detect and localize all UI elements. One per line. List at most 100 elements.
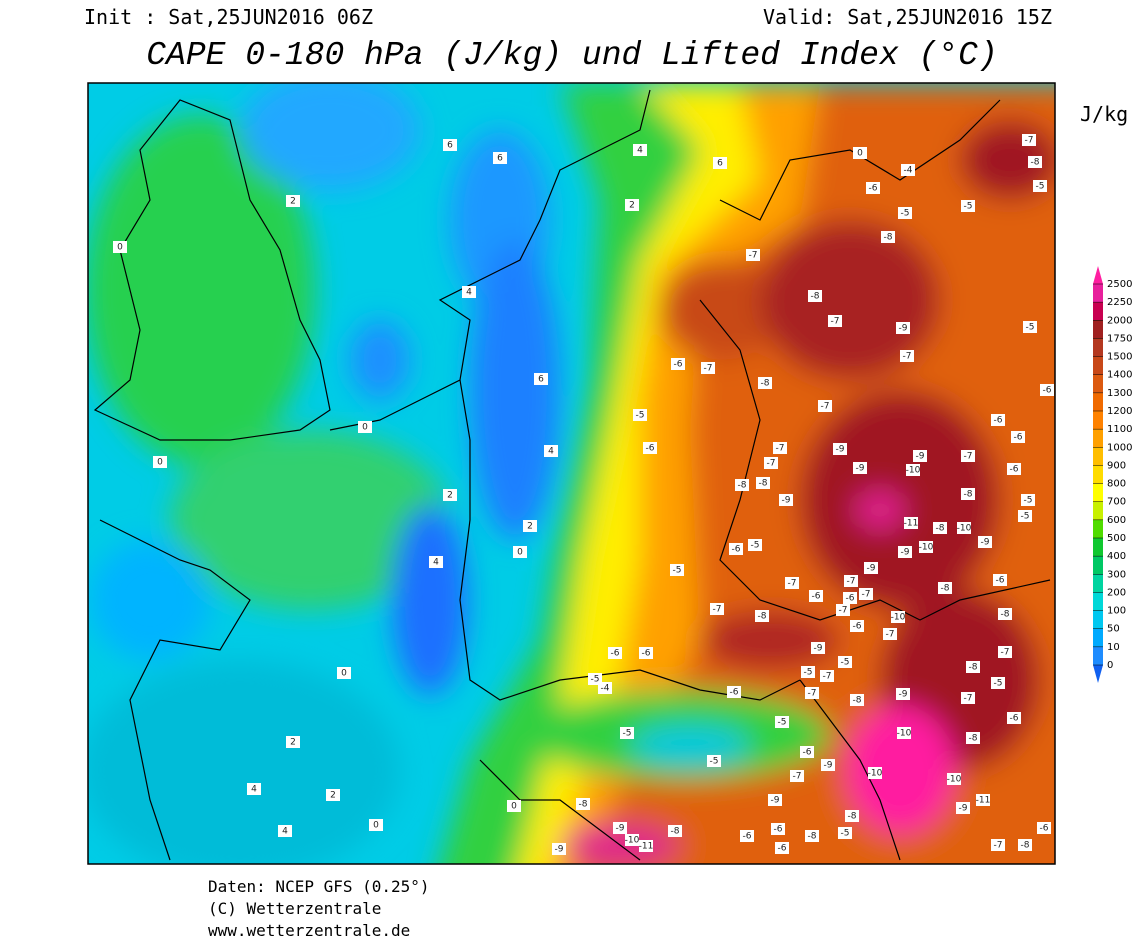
contour-label: -6 — [642, 649, 651, 659]
contour-label: -5 — [964, 202, 973, 212]
colorbar-label: 2000 — [1107, 315, 1132, 326]
colorbar-label: 1300 — [1107, 388, 1132, 399]
contour-label-box — [286, 736, 300, 748]
colorbar-below-arrow — [1093, 665, 1103, 683]
contour-label-box — [775, 716, 789, 728]
colorbar-label: 1400 — [1107, 370, 1132, 381]
contour-label: 6 — [538, 375, 544, 385]
contour-label-box — [998, 608, 1012, 620]
contour-label-box — [820, 670, 834, 682]
contour-label-box — [633, 144, 647, 156]
contour-label: 0 — [117, 243, 123, 253]
contour-label-box — [1040, 384, 1054, 396]
colorbar-label: 1100 — [1107, 424, 1132, 435]
contour-label: -6 — [1040, 824, 1049, 834]
colorbar-segment — [1093, 519, 1103, 538]
contour-label: -6 — [812, 592, 821, 602]
contour-label-box — [670, 564, 684, 576]
map-field: 6 6 4 6 0 -4 2 2 0 4 6 4 2 2 0 4 0 0 0 2 4 2 4 0 0 -7 -8 -6 -5 -5 -8 -7… — [88, 83, 1055, 864]
contour-label: -5 — [1026, 323, 1035, 333]
contour-label-box — [800, 746, 814, 758]
contour-label: 4 — [637, 146, 643, 156]
contour-label-box — [639, 840, 653, 852]
colorbar-label: 700 — [1107, 497, 1126, 508]
contour-label: -9 — [981, 538, 990, 548]
contour-label: -5 — [1036, 182, 1045, 192]
contour-label: -9 — [899, 324, 908, 334]
contour-label: -8 — [579, 800, 588, 810]
contour-label: -6 — [743, 832, 752, 842]
contour-label: 2 — [629, 201, 635, 211]
contour-label: -7 — [713, 605, 722, 615]
contour-label: -9 — [771, 796, 780, 806]
contour-label-box — [821, 759, 835, 771]
contour-label: -4 — [904, 166, 913, 176]
contour-label-box — [544, 445, 558, 457]
contour-label-box — [1037, 822, 1051, 834]
contour-label: -7 — [1025, 136, 1034, 146]
contour-label: -5 — [751, 541, 760, 551]
colorbar-segment — [1093, 338, 1103, 357]
contour-label-box — [966, 661, 980, 673]
contour-label: -11 — [976, 796, 991, 806]
contour-label: -5 — [591, 675, 600, 685]
contour-label-box — [620, 727, 634, 739]
contour-label: 2 — [290, 738, 296, 748]
contour-label-box — [671, 358, 685, 370]
contour-label: -7 — [788, 579, 797, 589]
contour-label-box — [523, 520, 537, 532]
contour-label-box — [576, 798, 590, 810]
contour-label-box — [818, 400, 832, 412]
contour-label: -7 — [749, 251, 758, 261]
contour-label: -5 — [673, 566, 682, 576]
contour-label-box — [868, 767, 882, 779]
contour-label-box — [768, 794, 782, 806]
contour-label: -8 — [964, 490, 973, 500]
contour-label-box — [901, 164, 915, 176]
contour-label-box — [947, 773, 961, 785]
contour-label: -10 — [891, 613, 906, 623]
contour-label-box — [369, 819, 383, 831]
contour-label: -8 — [1031, 158, 1040, 168]
contour-label: -7 — [823, 672, 832, 682]
contour-label: -6 — [846, 594, 855, 604]
contour-label: -10 — [897, 729, 912, 739]
colorbar-label: 300 — [1107, 569, 1126, 580]
contour-label: -7 — [886, 630, 895, 640]
contour-label: -6 — [1014, 433, 1023, 443]
contour-label: -9 — [824, 761, 833, 771]
contour-label-box — [668, 825, 682, 837]
contour-label: -6 — [803, 748, 812, 758]
contour-label: -5 — [841, 658, 850, 668]
contour-label: -7 — [793, 772, 802, 782]
contour-label: -9 — [899, 690, 908, 700]
coastlines — [93, 89, 1051, 861]
contour-label-box — [828, 315, 842, 327]
contour-label-box — [881, 231, 895, 243]
contour-label: -11 — [904, 519, 919, 529]
contour-label-box — [991, 839, 1005, 851]
contour-label-box — [853, 462, 867, 474]
contour-label-box — [643, 442, 657, 454]
colorbar-label: 2500 — [1107, 279, 1132, 290]
contour-label: 0 — [341, 669, 347, 679]
contour-label: -10 — [625, 836, 640, 846]
colorbar-label: 100 — [1107, 606, 1126, 617]
colorbar-segment — [1093, 610, 1103, 629]
contour-label: -8 — [941, 584, 950, 594]
contour-label: -9 — [856, 464, 865, 474]
colorbar-segment — [1093, 628, 1103, 647]
contour-label: -6 — [994, 416, 1003, 426]
unit-label: J/kg — [1080, 102, 1128, 126]
contour-label-box — [727, 686, 741, 698]
contour-label: 0 — [511, 802, 517, 812]
colorbar-segment — [1093, 284, 1103, 303]
contour-label-box — [746, 249, 760, 261]
contour-label: -6 — [674, 360, 683, 370]
contour-label: -4 — [601, 684, 610, 694]
contour-label: -7 — [1001, 648, 1010, 658]
contour-label-box — [534, 373, 548, 385]
contour-label: -5 — [994, 679, 1003, 689]
contour-label: 4 — [433, 558, 439, 568]
